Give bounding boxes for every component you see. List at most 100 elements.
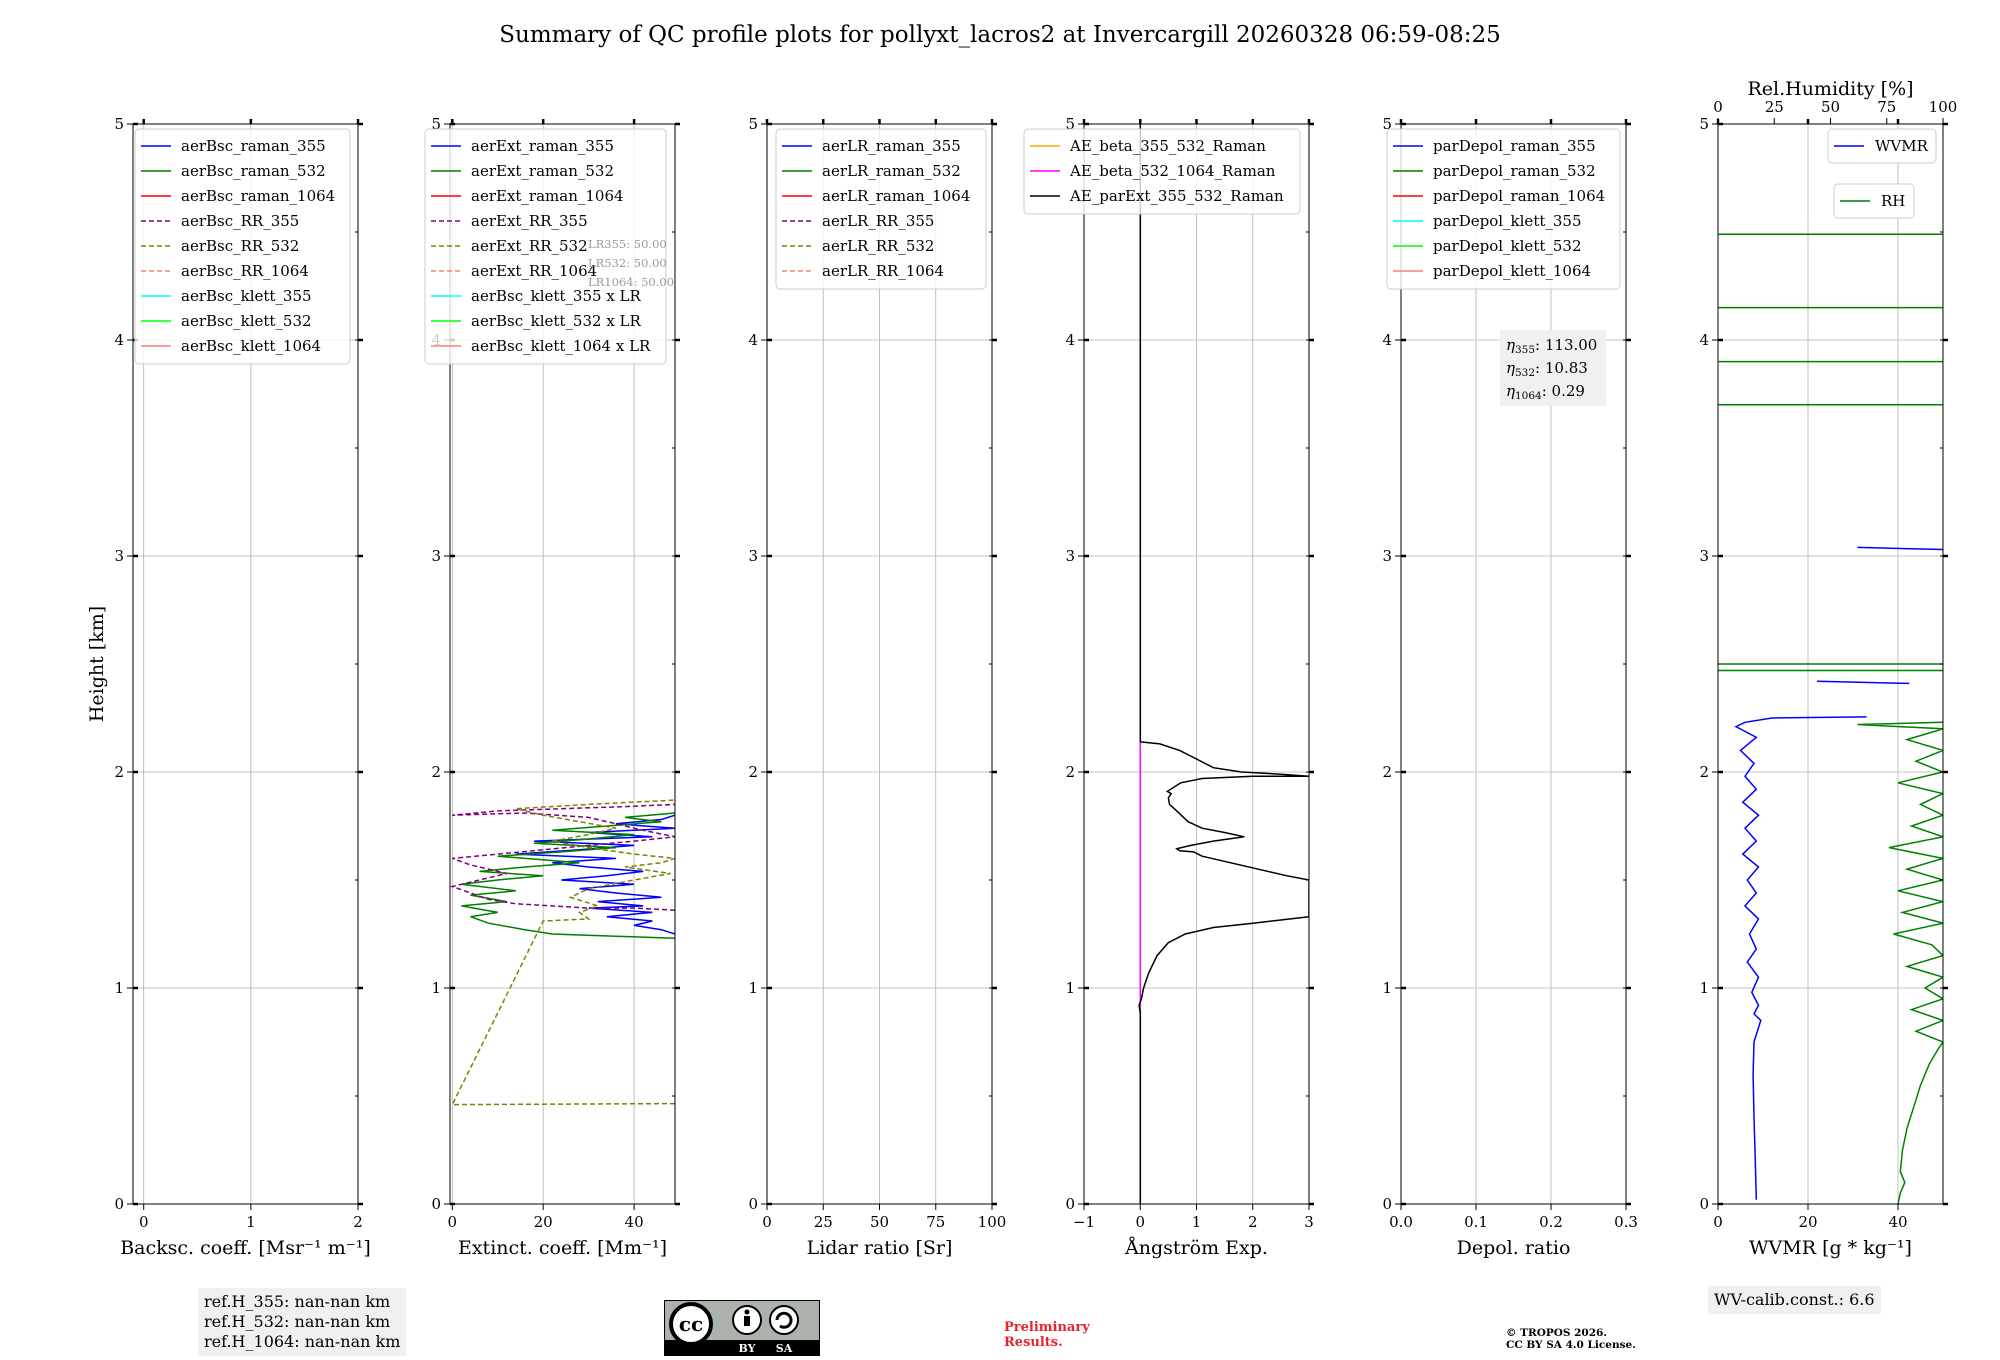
xtick-label: 20 [1798, 1213, 1817, 1231]
preliminary-line-1: Preliminary [1004, 1320, 1090, 1335]
series-line-WVMR_upper_2 [1857, 546, 1943, 551]
series-line-WVMR [1734, 716, 1867, 1200]
top-xtick-label: 50 [1821, 98, 1840, 116]
legend-label: aerBsc_RR_532 [181, 237, 299, 255]
series-line-aerExt_raman_532 [461, 812, 675, 940]
series-line-AE_parExt_355_532_Raman [1138, 124, 1309, 1204]
wv-calib-text: WV-calib.const.: 6.6 [1714, 1290, 1875, 1309]
legend-depolarization: parDepol_raman_355 parDepol_raman_532 parD… [1386, 128, 1621, 290]
ytick-label: 4 [1382, 331, 1392, 349]
ytick-label: 3 [431, 547, 441, 565]
legend-frame [1827, 128, 1937, 164]
legend-label: aerBsc_klett_355 [181, 287, 312, 305]
ytick-label: 3 [1065, 547, 1075, 565]
legend-label: aerLR_RR_355 [822, 212, 934, 230]
by-label: BY [739, 1342, 756, 1355]
legend-label: aerBsc_klett_532 [181, 312, 312, 330]
legend-label: aerExt_RR_532 [471, 237, 588, 255]
xtick-label: 0 [1713, 1213, 1723, 1231]
ytick-label: 0 [748, 1195, 758, 1213]
ytick-label: 1 [748, 979, 758, 997]
legend-extinction: aerExt_raman_355 aerExt_raman_532 aerExt_r… [424, 128, 667, 365]
ytick-label: 4 [1065, 331, 1075, 349]
sa-label: SA [776, 1342, 793, 1355]
ytick-label: 2 [114, 763, 124, 781]
legend-label: AE_beta_355_532_Raman [1069, 137, 1266, 155]
xtick-label: 50 [870, 1213, 889, 1231]
legend-frame [134, 128, 351, 365]
ytick-label: 2 [1382, 763, 1392, 781]
ytick-label: 3 [1382, 547, 1392, 565]
xlabel-backscatter: Backsc. coeff. [Msr⁻¹ m⁻¹] [120, 1237, 371, 1259]
legend-label: parDepol_raman_1064 [1433, 187, 1605, 205]
ytick-label: 0 [114, 1195, 124, 1213]
xtick-label: 2 [353, 1213, 363, 1231]
legend-frame [424, 128, 667, 365]
legend-label: aerBsc_klett_1064 [181, 337, 321, 355]
ytick-label: 5 [431, 115, 441, 133]
ytick-label: 3 [114, 547, 124, 565]
xlabel-angstrom: Ångström Exp. [1124, 1237, 1268, 1259]
subplot-extinction: 01234502040Extinct. coeff. [Mm⁻¹]aerExt_… [424, 115, 680, 1259]
ytick-label: 0 [1065, 1195, 1075, 1213]
top-xtick-label: 0 [1713, 98, 1723, 116]
legend-angstrom: AE_beta_355_532_Raman AE_beta_532_1064_Ra… [1023, 128, 1301, 215]
legend-label: parDepol_raman_355 [1433, 137, 1596, 155]
legend-frame [1023, 128, 1301, 215]
legend-label: parDepol_klett_1064 [1433, 262, 1591, 280]
legend-label: WVMR [1875, 137, 1929, 155]
ytick-label: 5 [1699, 115, 1709, 133]
lr-note: LR1064: 50.00 [588, 275, 674, 289]
xlabel-depolarization: Depol. ratio [1457, 1237, 1571, 1259]
xtick-label: 3 [1304, 1213, 1314, 1231]
legend-label: aerBsc_klett_355 x LR [471, 287, 642, 305]
legend-label: aerLR_raman_532 [822, 162, 961, 180]
xtick-label: 25 [814, 1213, 833, 1231]
ytick-label: 5 [114, 115, 124, 133]
ytick-label: 0 [1699, 1195, 1709, 1213]
xtick-label: 2 [1248, 1213, 1258, 1231]
reference-height-box: ref.H_355: nan-nan km ref.H_532: nan-nan … [198, 1288, 407, 1356]
ytick-label: 1 [1699, 979, 1709, 997]
ytick-label: 2 [1699, 763, 1709, 781]
legend-label: aerBsc_klett_532 x LR [471, 312, 642, 330]
legend-label: aerExt_RR_355 [471, 212, 588, 230]
copyright-line-1: © TROPOS 2026. [1506, 1327, 1608, 1339]
xtick-label: 0 [139, 1213, 149, 1231]
top-xlabel: Rel.Humidity [%] [1747, 78, 1913, 100]
ytick-label: 4 [748, 331, 758, 349]
eta-sub: 532 [1515, 367, 1535, 379]
series-group [450, 799, 675, 1106]
xtick-label: 100 [978, 1213, 1007, 1231]
ytick-label: 0 [1382, 1195, 1392, 1213]
xtick-label: 40 [1888, 1213, 1907, 1231]
xlabel-lidar_ratio: Lidar ratio [Sr] [807, 1237, 953, 1259]
xtick-label: 75 [926, 1213, 945, 1231]
xtick-label: 0.3 [1614, 1213, 1638, 1231]
figure-title: Summary of QC profile plots for pollyxt_… [499, 22, 1501, 48]
ytick-label: 2 [1065, 763, 1075, 781]
xtick-label: 0 [447, 1213, 457, 1231]
series-group [1138, 124, 1309, 1204]
legend-label: aerBsc_raman_355 [181, 137, 326, 155]
series-group [1718, 233, 1943, 1204]
ytick-label: 2 [431, 763, 441, 781]
xtick-label: 1 [1192, 1213, 1202, 1231]
xtick-label: −1 [1073, 1213, 1095, 1231]
legend-label: parDepol_klett_532 [1433, 237, 1582, 255]
ylabel-height: Height [km] [86, 606, 108, 722]
eta-sub: 355 [1515, 344, 1535, 356]
legend-label: aerLR_RR_1064 [822, 262, 944, 280]
subplot-backscatter: 0 1 2 3 4 5 0 1 2 Backsc. coeff. [Msr⁻¹ m⁻¹] aerBs… [114, 115, 370, 1259]
wv-calibration-box: WV-calib.const.: 6.6 [1708, 1286, 1881, 1314]
legend-lidar_ratio: aerLR_raman_355 aerLR_raman_532 aerLR_rama… [775, 128, 987, 290]
legend-rh: RH [1833, 183, 1915, 219]
top-xtick-label: 100 [1929, 98, 1958, 116]
ytick-label: 4 [114, 331, 124, 349]
legend-label: aerExt_RR_1064 [471, 262, 597, 280]
legend-backscatter: aerBsc_raman_355 aerBsc_raman_532 aerBsc_r… [134, 128, 351, 365]
legend-label: aerLR_RR_532 [822, 237, 934, 255]
